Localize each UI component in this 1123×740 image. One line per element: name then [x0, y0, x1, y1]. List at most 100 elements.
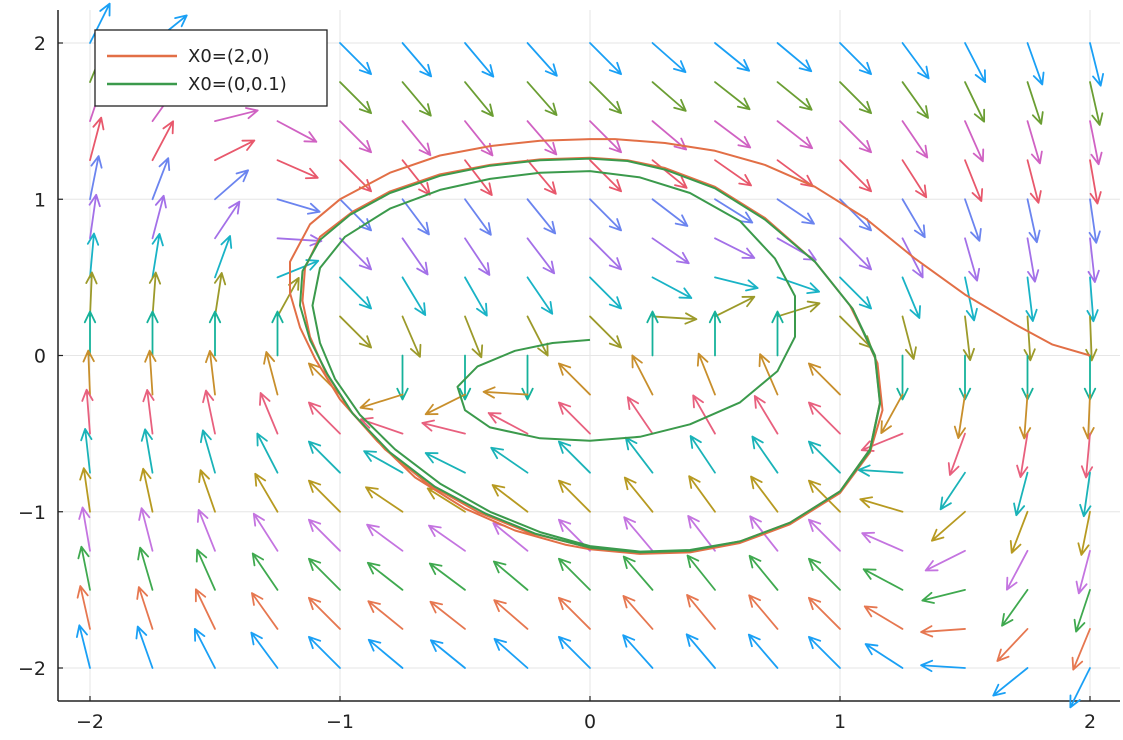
vector-arrow	[901, 315, 917, 360]
vector-arrow	[1018, 393, 1032, 440]
vector-arrow	[901, 81, 929, 119]
vector-arrow	[880, 393, 904, 434]
vector-arrow	[839, 237, 873, 271]
vector-arrow	[687, 515, 716, 552]
vector-arrow	[1021, 354, 1034, 401]
vector-arrow	[589, 120, 623, 154]
vector-arrow	[589, 198, 623, 232]
vector-arrow	[307, 596, 341, 630]
vector-arrow	[256, 432, 279, 474]
vector-arrow	[807, 518, 841, 552]
vector-arrow	[1087, 237, 1100, 283]
vector-arrow	[901, 276, 921, 319]
vector-arrow	[85, 271, 98, 318]
vector-arrow	[490, 446, 529, 474]
vector-arrow	[526, 198, 557, 235]
vector-arrow	[464, 315, 484, 359]
vector-arrow	[401, 198, 430, 236]
vector-arrow	[339, 42, 373, 76]
vector-arrow	[1089, 159, 1102, 205]
vector-arrow	[89, 2, 111, 44]
vector-arrow	[1089, 42, 1105, 87]
vector-arrow	[807, 635, 841, 669]
vector-arrow	[920, 659, 966, 673]
x-tick-label: 2	[1084, 711, 1096, 733]
vector-arrow	[367, 600, 404, 630]
vector-arrow	[776, 120, 814, 150]
vector-arrow	[307, 635, 341, 669]
vector-arrow	[89, 116, 105, 162]
vector-arrow	[276, 259, 320, 279]
vector-arrow	[807, 479, 841, 513]
vector-arrow	[901, 159, 928, 199]
vector-arrow	[78, 506, 91, 552]
vector-arrow	[1089, 120, 1103, 166]
vector-arrow	[1073, 588, 1091, 633]
vector-arrow	[339, 81, 373, 115]
vector-arrow	[1026, 198, 1041, 244]
vector-arrow	[307, 440, 341, 474]
vector-arrow	[151, 157, 171, 201]
vector-arrow	[151, 194, 167, 240]
legend-label-series-2: X0=(0,0.1)	[188, 74, 287, 95]
vector-arrow	[646, 310, 659, 357]
vector-arrow	[1086, 276, 1099, 323]
vector-arrow	[396, 354, 409, 401]
vector-arrow	[429, 639, 466, 669]
vector-arrow	[860, 432, 904, 452]
vector-arrow	[622, 634, 654, 669]
vector-arrow	[464, 198, 492, 236]
vector-arrow	[557, 401, 591, 435]
vector-arrow	[276, 120, 318, 143]
vector-arrow	[992, 667, 1029, 697]
vector-arrow	[776, 81, 813, 111]
vector-arrow	[1009, 510, 1029, 554]
vector-arrow	[214, 107, 259, 123]
vector-arrow	[193, 628, 216, 669]
vector-arrow	[651, 198, 689, 227]
vector-arrow	[996, 628, 1029, 662]
vector-arrow	[776, 276, 821, 295]
vector-arrow	[138, 507, 154, 552]
vector-arrow	[208, 310, 222, 357]
vector-arrow	[1025, 276, 1038, 322]
vector-arrow	[424, 393, 466, 416]
vector-arrow	[77, 545, 91, 591]
vector-arrow	[557, 440, 591, 474]
vector-arrow	[748, 594, 779, 630]
vector-arrow	[213, 272, 227, 318]
vector-arrow	[901, 120, 929, 159]
vector-arrow	[363, 450, 404, 474]
vector-arrow	[82, 349, 95, 396]
vector-arrow	[492, 560, 529, 591]
vector-arrow	[458, 354, 472, 401]
vector-arrow	[714, 237, 756, 259]
vector-arrow	[714, 159, 752, 187]
vector-arrow	[339, 159, 373, 193]
vector-arrow	[250, 631, 279, 669]
vector-arrow	[526, 159, 557, 195]
vector-arrow	[464, 42, 495, 78]
vector-arrow	[526, 237, 556, 275]
vector-arrow	[901, 198, 926, 239]
vector-arrow	[81, 388, 94, 435]
vector-arrow	[339, 276, 373, 310]
vector-arrow	[964, 81, 986, 123]
vector-arrow	[651, 159, 688, 189]
vector-arrow	[622, 595, 654, 630]
vector-arrow	[557, 557, 591, 591]
vector-arrow	[1026, 237, 1040, 283]
vector-arrow	[276, 198, 321, 215]
y-tick-label: 0	[34, 346, 46, 368]
vector-arrow	[1001, 588, 1029, 627]
vector-arrow	[964, 237, 981, 282]
vector-arrow	[896, 354, 909, 401]
vector-arrow	[526, 42, 558, 77]
vector-arrow	[557, 596, 591, 630]
vector-arrow	[1026, 120, 1043, 165]
vector-arrow	[557, 479, 591, 513]
vector-arrow	[144, 349, 157, 396]
vector-arrow	[771, 310, 784, 357]
vector-arrow	[714, 198, 754, 224]
vector-arrow	[839, 120, 873, 154]
